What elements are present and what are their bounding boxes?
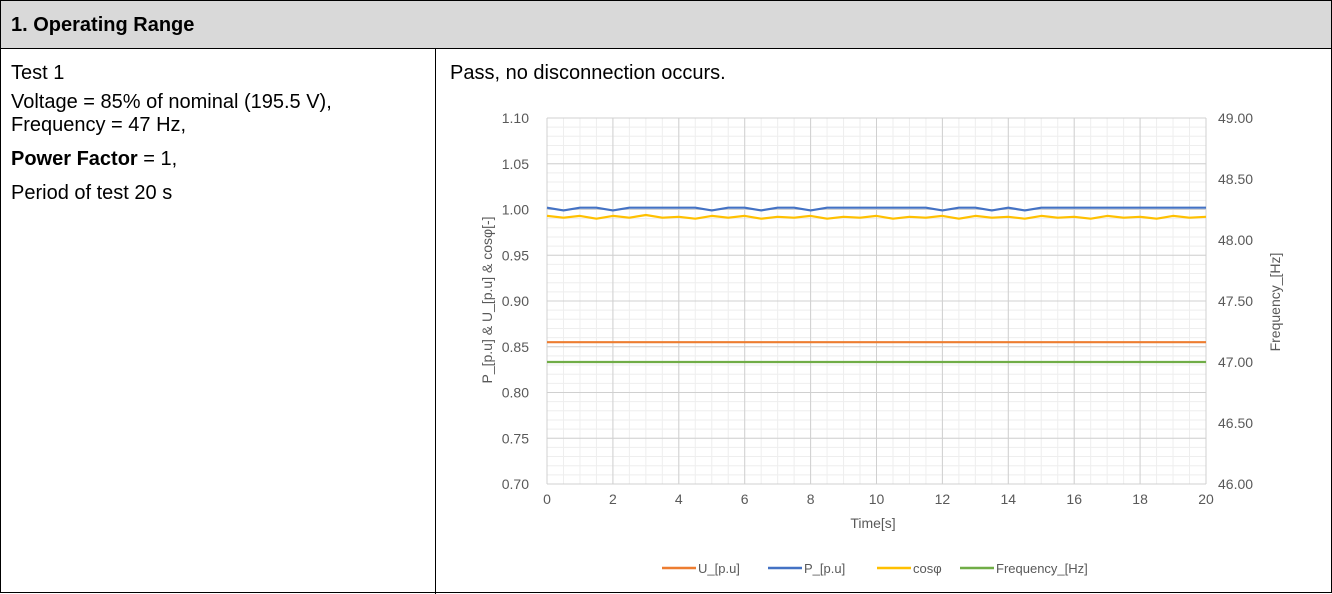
- x-tick-label: 4: [675, 491, 683, 507]
- y2-tick-label: 47.00: [1218, 354, 1253, 370]
- series-line-2: [546, 213, 1207, 220]
- y2-tick-label: 48.50: [1218, 171, 1253, 187]
- y2-tick-label: 47.50: [1218, 293, 1253, 309]
- y-tick-label: 0.95: [502, 247, 529, 263]
- legend-label: U_[p.u]: [698, 561, 740, 576]
- x-tick-label: 12: [935, 491, 951, 507]
- x-axis-title: Time[s]: [850, 515, 895, 531]
- x-tick-label: 14: [1001, 491, 1017, 507]
- y-tick-label: 1.00: [502, 202, 529, 218]
- x-tick-label: 20: [1198, 491, 1214, 507]
- chart-legend: U_[p.u] P_[p.u] cosφ Frequency_[Hz]: [662, 561, 1088, 576]
- frequency-condition: Frequency = 47 Hz,: [11, 114, 187, 136]
- right-axis-ticks: 46.00 46.50 47.00 47.50 48.00 48.50 49.00: [1218, 110, 1253, 492]
- test-period: Period of test 20 s: [11, 182, 173, 204]
- x-tick-label: 0: [543, 491, 551, 507]
- y-tick-label: 0.85: [502, 339, 529, 355]
- legend-label: Frequency_[Hz]: [996, 561, 1088, 576]
- power-factor-value: = 1,: [137, 148, 178, 170]
- power-factor-label: Power Factor: [11, 148, 138, 170]
- test-result-cell: Pass, no disconnection occurs.: [436, 49, 1331, 594]
- test-conditions-cell: Test 1 Voltage = 85% of nominal (195.5 V…: [1, 49, 436, 594]
- y-tick-label: 0.70: [502, 476, 529, 492]
- legend-label: P_[p.u]: [804, 561, 845, 576]
- left-axis-ticks: 0.70 0.75 0.80 0.85 0.90 0.95 1.00 1.05 1.10: [502, 110, 529, 492]
- y2-axis-title: Frequency_[Hz]: [1267, 253, 1283, 352]
- y-tick-label: 0.80: [502, 385, 529, 401]
- y-tick-label: 0.90: [502, 293, 529, 309]
- operating-range-chart: 0.70 0.75 0.80 0.85 0.90 0.95 1.00 1.05 1.10 46.…: [479, 110, 1283, 576]
- section-title: 1. Operating Range: [11, 14, 195, 36]
- result-text: Pass, no disconnection occurs.: [450, 62, 726, 84]
- y-tick-label: 1.05: [502, 156, 529, 172]
- y2-tick-label: 49.00: [1218, 110, 1253, 126]
- x-axis-ticks: 0 2 4 6 8 10 12 14 16 18 20: [543, 491, 1214, 507]
- power-factor-condition: Power Factor = 1,: [11, 147, 177, 171]
- series-line-1: [546, 206, 1206, 212]
- y-tick-label: 1.10: [502, 110, 529, 126]
- series-lines: [546, 206, 1207, 364]
- y2-tick-label: 46.50: [1218, 415, 1253, 431]
- section-header: 1. Operating Range: [1, 1, 1331, 49]
- x-tick-label: 6: [741, 491, 749, 507]
- y-tick-label: 0.75: [502, 430, 529, 446]
- voltage-condition: Voltage = 85% of nominal (195.5 V),: [11, 91, 332, 113]
- x-tick-label: 18: [1132, 491, 1148, 507]
- x-tick-label: 2: [609, 491, 617, 507]
- x-tick-label: 16: [1066, 491, 1082, 507]
- y2-tick-label: 46.00: [1218, 476, 1253, 492]
- x-tick-label: 10: [869, 491, 885, 507]
- y-axis-title: P_[p.u] & U_[p.u] & cosφ[-]: [479, 216, 495, 383]
- major-gridlines: [546, 117, 1207, 485]
- test-name: Test 1: [11, 62, 65, 84]
- legend-label: cosφ: [913, 561, 942, 576]
- y2-tick-label: 48.00: [1218, 232, 1253, 248]
- x-tick-label: 8: [807, 491, 815, 507]
